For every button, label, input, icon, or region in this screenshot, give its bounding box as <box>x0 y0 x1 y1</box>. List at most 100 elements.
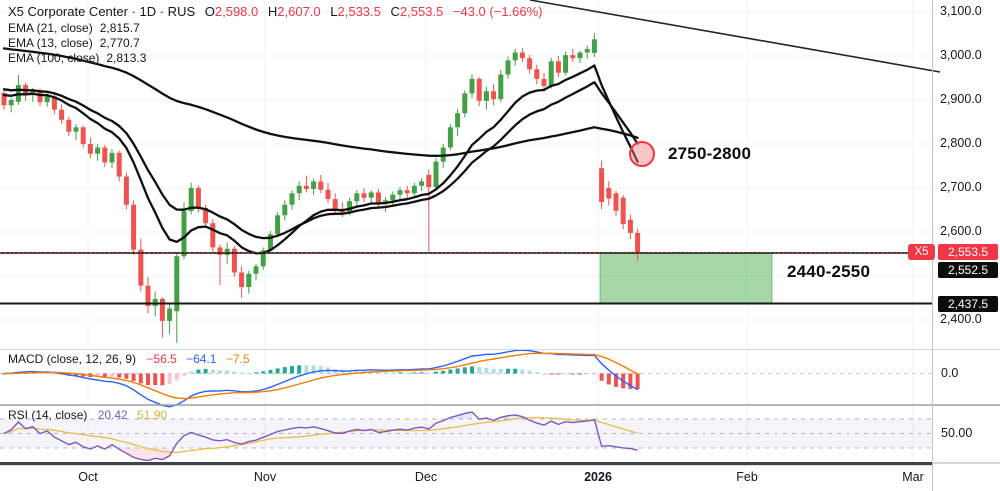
candle-body <box>534 69 540 79</box>
candle-body <box>123 176 129 205</box>
candle-body <box>138 249 144 286</box>
macd-histogram-bar <box>527 370 532 374</box>
macd-histogram-bar <box>117 373 122 378</box>
candle-body <box>397 190 403 195</box>
macd-histogram-bar <box>563 373 568 375</box>
candle-body <box>231 248 237 273</box>
price-badge: 2,552.5 <box>938 261 998 278</box>
macd-histogram-bar <box>196 369 201 374</box>
macd-histogram-bar <box>513 368 518 374</box>
candle-body <box>599 168 605 203</box>
support-zone-box[interactable] <box>599 252 773 305</box>
macd-histogram-bar <box>218 370 222 374</box>
macd-histogram-bar <box>210 369 215 374</box>
candle-body <box>332 199 338 211</box>
macd-line-value: −64.1 <box>186 352 217 366</box>
macd-histogram-bar <box>297 365 302 374</box>
time-axis-separator <box>0 462 932 466</box>
time-tick-label: 2026 <box>584 470 612 484</box>
macd-axis-label: 0.0 <box>941 365 959 380</box>
macd-histogram-bar <box>261 371 266 374</box>
candle-body <box>498 74 504 100</box>
ema100-legend[interactable]: EMA (100, close) 2,813.3 <box>8 51 146 65</box>
macd-histogram-bar <box>506 368 510 374</box>
close-label: C <box>390 4 400 19</box>
macd-legend[interactable]: MACD (close, 12, 26, 9) −56.5 −64.1 −7.5 <box>8 352 250 366</box>
candle-body <box>181 210 187 257</box>
candle-body <box>267 234 273 251</box>
candle-body <box>419 181 425 186</box>
macd-histogram-bar <box>462 367 467 374</box>
macd-histogram-bar <box>628 373 633 389</box>
macd-histogram-bar <box>498 368 503 374</box>
macd-histogram-bar <box>203 368 208 374</box>
candle-body <box>203 207 209 224</box>
macd-histogram-bar <box>268 370 273 374</box>
macd-histogram-bar <box>441 370 446 374</box>
candle-body <box>195 188 201 208</box>
price-tick-label: 2,400.0 <box>940 312 982 327</box>
candle-body <box>296 185 302 194</box>
high-value: 2,607.0 <box>277 4 321 19</box>
candle-body <box>491 91 497 100</box>
open-label: O <box>204 4 215 19</box>
candle-body <box>627 219 633 233</box>
macd-histogram-bar <box>246 372 251 374</box>
macd-histogram-bar <box>477 367 482 374</box>
candle-body <box>8 100 14 106</box>
candle-body <box>325 189 331 200</box>
grid-layer <box>0 0 932 462</box>
price-badge: 2,553.5 <box>938 244 998 261</box>
candle-body <box>577 52 583 59</box>
macd-histogram-bar <box>635 373 640 390</box>
descending-trendline[interactable] <box>529 0 941 73</box>
ema13-legend[interactable]: EMA (13, close) 2,770.7 <box>8 36 140 50</box>
candle-body <box>188 188 194 211</box>
low-label: L <box>330 4 338 19</box>
rsi-legend[interactable]: RSI (14, close) 20.42 51.90 <box>8 408 167 422</box>
symbol-price-badge: X5 <box>908 244 935 261</box>
macd-histogram-bar <box>45 372 50 374</box>
macd-histogram-bar <box>376 372 381 374</box>
candle-body <box>361 193 367 198</box>
macd-histogram-bar <box>412 372 417 374</box>
macd-histogram-bar <box>239 372 244 374</box>
macd-histogram-bar <box>304 365 309 374</box>
rsi-value: 20.42 <box>97 408 128 422</box>
macd-histogram-bar <box>484 367 489 374</box>
macd-histogram-bar <box>2 373 6 375</box>
ema-100-line <box>2 47 639 157</box>
support-zone-layer[interactable] <box>599 252 773 305</box>
candle-body <box>131 204 137 250</box>
ema-13-line <box>2 64 639 255</box>
symbol-legend[interactable]: X5 Corporate Center · 1D · RUS O2,598.0 … <box>8 4 543 19</box>
macd-histogram-bar <box>311 365 316 374</box>
macd-histogram-bar <box>592 373 597 375</box>
candle-body <box>303 185 309 189</box>
rsi-axis-label: 50.00 <box>941 425 973 440</box>
macd-histogram-bar <box>491 368 496 374</box>
candle-body <box>584 48 590 53</box>
macd-histogram-bar <box>146 373 150 386</box>
macd-histogram-bar <box>290 366 294 374</box>
macd-histogram-bar <box>578 373 582 375</box>
candle-body <box>411 185 417 194</box>
macd-histogram-bar <box>570 373 575 375</box>
annotation-layer[interactable] <box>0 0 941 305</box>
resistance-zone-label[interactable]: 2750-2800 <box>668 144 752 163</box>
ema21-legend[interactable]: EMA (21, close) 2,815.7 <box>8 21 140 35</box>
rsi-pane <box>0 411 932 462</box>
price-pane <box>1 33 641 343</box>
macd-histogram-bar <box>189 371 194 374</box>
candle-body <box>311 181 317 189</box>
macd-histogram-bar <box>131 373 136 382</box>
macd-histogram-bar <box>448 369 453 374</box>
macd-histogram-bar <box>606 373 611 385</box>
support-zone-label[interactable]: 2440-2550 <box>787 262 871 281</box>
macd-histogram-bar <box>614 373 618 387</box>
candle-body <box>591 39 597 53</box>
resistance-circle[interactable] <box>629 141 655 167</box>
candle-body <box>260 250 266 267</box>
